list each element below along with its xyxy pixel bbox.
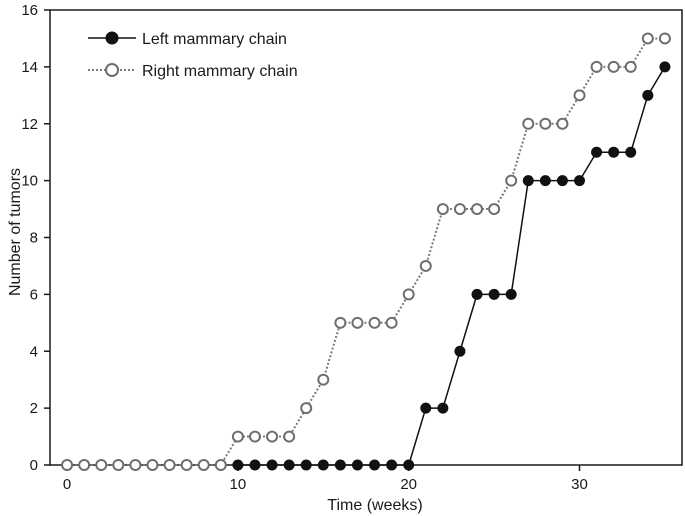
left-mammary-chain-point-25: [488, 288, 500, 300]
right-mammary-chain-point-13: [283, 430, 296, 443]
y-tick-label-6: 6: [30, 286, 38, 303]
right-mammary-chain-line: [67, 37, 665, 466]
left-mammary-chain-point-23: [454, 345, 466, 357]
series-lines: [67, 37, 666, 466]
y-tick-label-2: 2: [30, 400, 38, 417]
legend-right-mammary-chain-label: Right mammary chain: [142, 63, 298, 80]
right-mammary-chain-point-22: [436, 203, 449, 216]
right-mammary-chain-point-33: [624, 60, 637, 73]
right-mammary-chain-point-9: [214, 459, 227, 471]
y-axis: 0 2 4 6 8 10 12 14 16: [21, 2, 50, 474]
right-mammary-chain-point-7: [180, 459, 193, 471]
right-mammary-chain-point-29: [556, 117, 569, 130]
right-mammary-chain-point-24: [471, 203, 484, 216]
legend-left-mammary-chain-marker: [105, 31, 119, 45]
right-mammary-chain-point-27: [522, 117, 535, 130]
y-tick-label-14: 14: [21, 59, 38, 76]
y-tick-label-12: 12: [21, 116, 38, 133]
x-tick-label-20: 20: [400, 476, 417, 493]
right-mammary-chain-point-25: [488, 203, 501, 216]
right-mammary-chain-point-11: [248, 430, 261, 443]
right-mammary-chain-point-12: [266, 430, 279, 443]
x-tick-label-0: 0: [63, 476, 71, 493]
left-mammary-chain-point-13: [283, 459, 295, 471]
left-mammary-chain-point-34: [642, 89, 654, 101]
right-mammary-chain-point-21: [419, 259, 432, 272]
right-mammary-chain-point-16: [334, 316, 347, 329]
right-mammary-chain-point-30: [573, 89, 586, 102]
right-mammary-chain-point-15: [317, 373, 330, 386]
left-mammary-chain-point-16: [334, 459, 346, 471]
y-tick-label-4: 4: [30, 343, 38, 360]
right-mammary-chain-point-8: [197, 459, 210, 471]
left-mammary-chain-point-21: [420, 402, 432, 414]
right-mammary-chain-point-14: [300, 402, 313, 415]
right-mammary-chain-point-19: [385, 316, 398, 329]
series-markers: [61, 32, 671, 471]
left-mammary-chain-point-29: [556, 175, 568, 187]
right-mammary-chain-point-5: [146, 459, 159, 471]
left-mammary-chain-point-12: [266, 459, 278, 471]
right-mammary-chain-point-4: [129, 459, 142, 471]
right-mammary-chain-point-35: [658, 32, 671, 45]
left-mammary-chain-point-11: [249, 459, 261, 471]
x-tick-label-10: 10: [230, 476, 247, 493]
right-mammary-chain-point-31: [590, 60, 603, 73]
right-mammary-chain-point-0: [61, 459, 74, 471]
y-tick-label-16: 16: [21, 2, 38, 19]
right-mammary-chain-point-34: [641, 32, 654, 45]
right-mammary-chain-point-17: [351, 316, 364, 329]
y-tick-label-8: 8: [30, 230, 38, 247]
left-mammary-chain-point-15: [317, 459, 329, 471]
left-mammary-chain-point-30: [574, 175, 586, 187]
left-mammary-chain-point-33: [625, 146, 637, 158]
right-mammary-chain-point-18: [368, 316, 381, 329]
y-tick-label-10: 10: [21, 173, 38, 190]
left-mammary-chain-point-10: [232, 459, 244, 471]
left-mammary-chain-point-20: [403, 459, 415, 471]
legend-left-mammary-chain-label: Left mammary chain: [142, 31, 287, 48]
right-mammary-chain-point-28: [539, 117, 552, 130]
right-mammary-chain-point-23: [453, 203, 466, 216]
x-tick-label-30: 30: [571, 476, 588, 493]
y-axis-label: Number of tumors: [7, 168, 24, 296]
right-mammary-chain-point-1: [78, 459, 91, 471]
left-mammary-chain-point-27: [522, 175, 534, 187]
right-mammary-chain-point-2: [95, 459, 108, 471]
left-mammary-chain-point-14: [300, 459, 312, 471]
left-mammary-chain-point-35: [659, 61, 671, 73]
left-mammary-chain-point-28: [539, 175, 551, 187]
left-mammary-chain-point-24: [471, 288, 483, 300]
x-axis-label: Time (weeks): [327, 497, 422, 514]
left-mammary-chain-point-26: [505, 288, 517, 300]
right-mammary-chain-point-26: [505, 174, 518, 187]
legend-right-mammary-chain-marker: [105, 63, 119, 77]
left-mammary-chain-point-31: [591, 146, 603, 158]
left-mammary-chain-point-32: [608, 146, 620, 158]
right-mammary-chain-point-20: [402, 288, 415, 301]
right-mammary-chain-point-10: [231, 430, 244, 443]
y-tick-label-0: 0: [30, 457, 38, 474]
left-mammary-chain-point-18: [369, 459, 381, 471]
right-mammary-chain-point-3: [112, 459, 125, 471]
right-mammary-chain-point-6: [163, 459, 176, 471]
right-mammary-chain-point-32: [607, 60, 620, 73]
left-mammary-chain-point-17: [351, 459, 363, 471]
left-mammary-chain-point-19: [386, 459, 398, 471]
legend: Left mammary chain Right mammary chain: [88, 31, 298, 80]
left-mammary-chain-point-22: [437, 402, 449, 414]
